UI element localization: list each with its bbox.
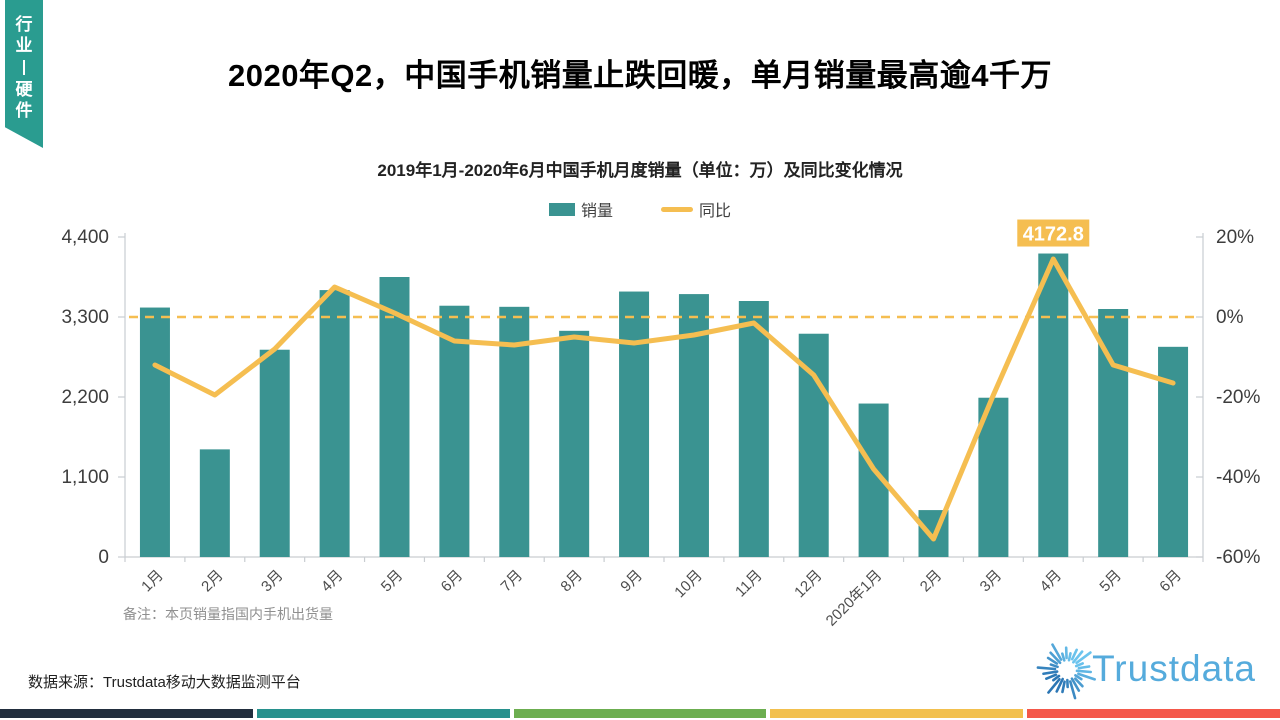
legend-label-sales: 销量 [580, 203, 613, 220]
svg-text:3月: 3月 [977, 567, 1006, 596]
svg-text:4月: 4月 [1037, 567, 1066, 596]
data-source: 数据来源：Trustdata移动大数据监测平台 [28, 674, 301, 691]
svg-text:12月: 12月 [791, 567, 825, 601]
bar-4月 [1038, 253, 1069, 558]
svg-text:0%: 0% [1216, 307, 1244, 328]
svg-text:6月: 6月 [438, 567, 467, 596]
sales-bars [139, 253, 1189, 558]
footer-color-strip [0, 709, 1280, 718]
page-title: 2020年Q2，中国手机销量止跌回暖，单月销量最高逾4千万 [227, 58, 1053, 93]
svg-text:2020年1月: 2020年1月 [823, 567, 886, 630]
svg-text:-40%: -40% [1216, 467, 1260, 488]
bar-2月 [199, 449, 230, 557]
tab-char: 行 [15, 15, 33, 34]
axes [118, 233, 1204, 562]
yoy-line [152, 256, 1176, 542]
bar-9月 [619, 291, 650, 557]
svg-text:9月: 9月 [617, 567, 646, 596]
svg-text:2月: 2月 [198, 567, 227, 596]
bar-6月 [439, 305, 470, 557]
legend-label-yoy: 同比 [699, 203, 732, 220]
svg-text:8月: 8月 [557, 567, 586, 596]
svg-text:-20%: -20% [1216, 387, 1260, 408]
trustdata-logo: Trustdata [1034, 636, 1256, 702]
bar-5月 [379, 277, 410, 557]
svg-text:20%: 20% [1216, 227, 1254, 248]
legend-item-yoy: 同比 [661, 197, 731, 221]
svg-text:2,200: 2,200 [61, 387, 109, 408]
legend-item-sales: 销量 [548, 197, 613, 221]
bar-7月 [499, 306, 530, 557]
chart-title: 2019年1月-2020年6月中国手机月度销量（单位：万）及同比变化情况 [377, 161, 903, 180]
left-axis-labels: 0 1,100 2,200 3,300 4,400 [61, 227, 109, 568]
chart-footnote: 备注：本页销量指国内手机出货量 [123, 606, 333, 622]
bar-11月 [738, 301, 769, 557]
svg-text:7月: 7月 [498, 567, 527, 596]
svg-text:3月: 3月 [258, 567, 287, 596]
tab-char: 硬 [15, 80, 33, 99]
svg-text:2月: 2月 [917, 567, 946, 596]
tab-separator [23, 60, 25, 75]
svg-text:11月: 11月 [732, 567, 766, 601]
line-swatch-icon [661, 206, 693, 212]
strip-segment-1 [0, 709, 253, 718]
svg-text:5月: 5月 [1096, 567, 1125, 596]
svg-text:10月: 10月 [671, 567, 705, 601]
logo-wordmark: Trustdata [1092, 648, 1256, 689]
svg-text:4月: 4月 [318, 567, 347, 596]
right-axis-labels: -60% -40% -20% 0% 20% [1216, 227, 1260, 568]
svg-text:3,300: 3,300 [61, 307, 109, 328]
svg-text:5月: 5月 [378, 567, 407, 596]
svg-text:6月: 6月 [1156, 567, 1185, 596]
bar-3月 [259, 349, 290, 557]
starburst-icon [1036, 643, 1097, 700]
tab-char: 件 [15, 101, 33, 120]
svg-text:1月: 1月 [138, 567, 167, 596]
legend: 销量 同比 [0, 197, 1280, 221]
svg-text:4172.8: 4172.8 [1023, 224, 1084, 246]
strip-segment-5 [1027, 709, 1280, 718]
bar-12月 [798, 333, 829, 557]
corner-tab: 行业硬件 [5, 0, 43, 148]
svg-text:0: 0 [98, 547, 109, 568]
bar-1月 [139, 307, 170, 557]
bar-swatch-icon [548, 202, 575, 216]
annotation-max-value: 4172.8 [1017, 219, 1090, 247]
tab-char: 业 [15, 36, 33, 55]
strip-segment-3 [513, 709, 767, 718]
strip-segment-4 [770, 709, 1024, 718]
strip-segment-2 [256, 709, 510, 718]
bar-4月 [319, 290, 350, 557]
bar-8月 [559, 330, 590, 557]
svg-text:-60%: -60% [1216, 547, 1260, 568]
svg-text:4,400: 4,400 [61, 227, 109, 248]
svg-text:1,100: 1,100 [61, 467, 109, 488]
